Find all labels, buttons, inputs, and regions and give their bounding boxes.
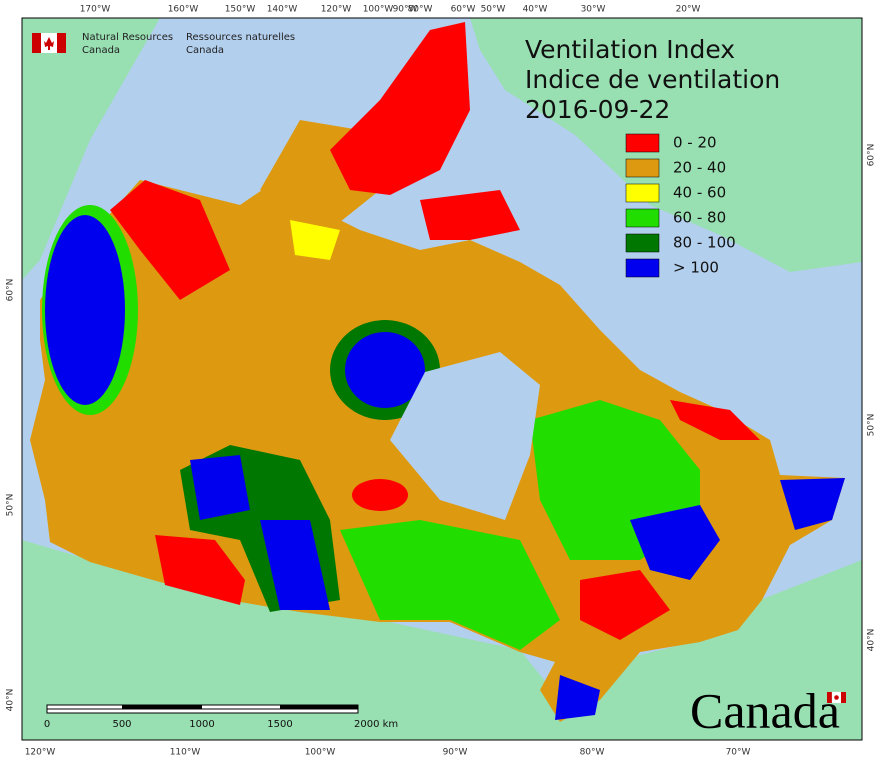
patch-blue [780,478,845,530]
agency-name-fr: Ressources naturelles [186,32,295,43]
patch-blue [345,332,425,408]
legend-swatch [625,158,660,178]
graticule-label: 120°W [25,748,56,758]
patch-green [340,520,560,650]
hudson-bay [390,352,540,520]
maple-leaf [834,695,839,700]
legend-swatch [625,208,660,228]
patch-blue [555,675,600,720]
graticule-label: 90°W [393,5,418,15]
patch-blue [45,215,125,405]
map-title: 2016-09-22 [525,95,670,124]
patch-blue [630,505,720,580]
maple-leaf [44,37,54,50]
patch-red [155,535,245,605]
graticule-label: 40°N [867,629,877,652]
greenland [470,18,862,272]
frame-border [21,17,863,741]
flag-bar [32,33,41,53]
agency-name-en: Natural Resources [82,32,173,43]
patch-red [110,180,230,300]
graticule-label: 50°N [6,494,16,517]
canada-wordmark: Canada [690,682,840,738]
flag-bar [841,692,846,703]
scale-bar-segment [280,705,358,709]
graticule-label: 90°W [443,748,468,758]
graticule-label: 30°W [581,5,606,15]
agency-name-fr: Canada [186,45,224,56]
flag-bar [57,33,66,53]
graticule-label: 20°W [676,5,701,15]
legend-swatch [625,133,660,153]
graticule-label: 60°N [867,144,877,167]
scale-bar [46,704,359,714]
logo-flag [32,33,66,53]
graticule-label: 70°W [726,748,751,758]
graticule-label: 100°W [305,748,336,758]
graticule-label: 80°W [408,5,433,15]
scale-label: 1000 [189,719,214,730]
patch-red [580,570,670,640]
united-states [22,540,862,740]
graticule-label: 150°W [225,5,256,15]
graticule-label: 60°W [451,5,476,15]
ellesmere-island [330,22,470,195]
graticule-label: 40°N [6,689,16,712]
russia [22,18,160,280]
graticule-label: 40°W [523,5,548,15]
graticule-label: 120°W [321,5,352,15]
legend-swatch [625,183,660,203]
scale-bar-segment [122,705,202,709]
wordmark-flag [827,691,846,704]
legend-label: 80 - 100 [673,234,736,252]
graticule-label: 140°W [267,5,298,15]
patch-blue [260,520,330,610]
graticule-label: 50°N [867,414,877,437]
legend-label: 20 - 40 [673,159,726,177]
map-title: Ventilation Index [525,35,735,64]
legend-label: > 100 [673,259,719,277]
agency-name-en: Canada [82,45,120,56]
graticule-label: 170°W [80,5,111,15]
graticule-label: 80°W [580,748,605,758]
legend-label: 0 - 20 [673,134,717,152]
legend-label: 60 - 80 [673,209,726,227]
baffin-north [420,190,520,240]
patch-red [352,479,408,511]
graticule-label: 60°N [6,279,16,302]
patch-yellow [290,220,340,260]
patch-blue [190,455,250,520]
scale-label: 500 [112,719,131,730]
scale-label: 1500 [267,719,292,730]
graticule-label: 110°W [170,748,201,758]
graticule-label: 100°W [363,5,394,15]
flag-bar [827,692,832,703]
patch-red [670,400,760,440]
scale-label: 0 [44,719,50,730]
graticule-label: 50°W [481,5,506,15]
graticule-label: 160°W [168,5,199,15]
map-title: Indice de ventilation [525,65,780,94]
legend-swatch [625,233,660,253]
legend-swatch [625,258,660,278]
legend-label: 40 - 60 [673,184,726,202]
map-frame [21,17,863,741]
scale-label: 2000 km [354,719,398,730]
